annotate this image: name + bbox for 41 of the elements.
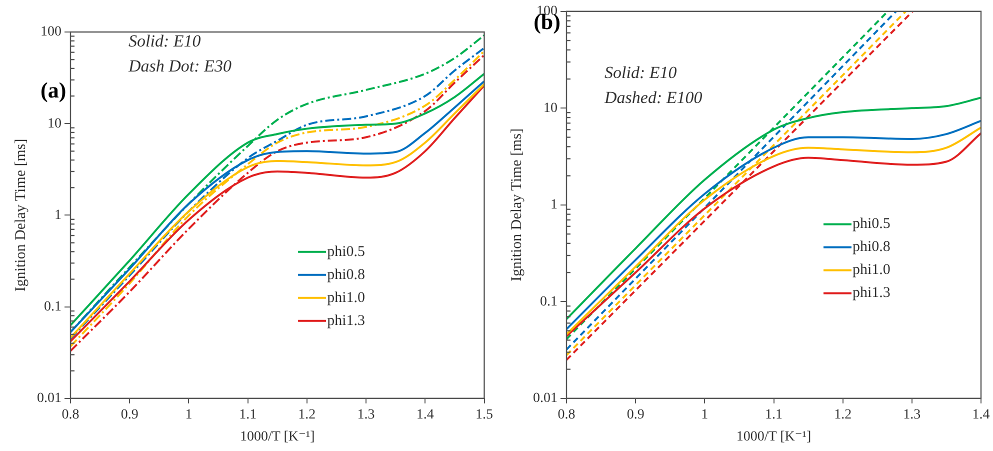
x-tick-label: 1 [701, 407, 708, 422]
x-tick-label: 1.4 [972, 407, 990, 422]
legend-label: phi1.3 [852, 285, 890, 302]
legend-label: phi0.5 [852, 216, 890, 232]
legend-label: phi0.8 [852, 239, 890, 256]
legend-label: phi1.0 [852, 262, 890, 278]
x-tick-label: 1.4 [416, 407, 434, 422]
x-axis-title: 1000/T [K⁻¹] [240, 429, 315, 444]
x-tick-label: 1 [185, 407, 192, 422]
y-tick-label: 1 [550, 198, 558, 213]
x-tick-label: 1.3 [357, 407, 375, 422]
x-tick-label: 0.9 [626, 407, 644, 422]
text: (a) [40, 78, 66, 103]
y-axis-title: Ignition Delay Time [ms] [12, 138, 29, 292]
legend-label: phi1.3 [327, 312, 365, 329]
legend-label: phi1.0 [327, 290, 365, 306]
y-tick-label: 100 [40, 24, 62, 40]
y-tick-label: 1 [54, 208, 62, 223]
x-tick-label: 1.5 [476, 407, 493, 422]
x-tick-label: 1.1 [239, 407, 257, 422]
legend-label: phi0.5 [327, 244, 365, 260]
annotation: Dash Dot: E30 [128, 56, 232, 76]
x-tick-label: 1.3 [903, 407, 921, 422]
y-tick-label: 0.1 [540, 294, 558, 310]
y-tick-label: 0.1 [44, 299, 62, 314]
x-tick-label: 1.2 [298, 407, 316, 422]
legend-label: phi0.8 [327, 266, 365, 283]
x-tick-label: 1.2 [834, 407, 852, 422]
annotation: Solid: E10 [128, 31, 202, 50]
annotation: Dashed: E100 [604, 88, 703, 107]
y-tick-label: 10 [48, 116, 62, 132]
x-axis-title: 1000/T [K⁻¹] [736, 429, 812, 444]
x-tick-label: 0.8 [558, 407, 576, 422]
y-tick-label: 0.01 [533, 391, 558, 406]
x-tick-label: 0.9 [120, 407, 138, 422]
x-tick-label: 1.1 [765, 407, 782, 422]
annotation: Solid: E10 [604, 62, 678, 82]
x-tick-label: 0.8 [62, 407, 80, 422]
y-axis-title: Ignition Delay Time [ms] [508, 128, 525, 282]
y-tick-label: 10 [544, 100, 558, 116]
y-tick-label: 0.01 [37, 391, 62, 406]
